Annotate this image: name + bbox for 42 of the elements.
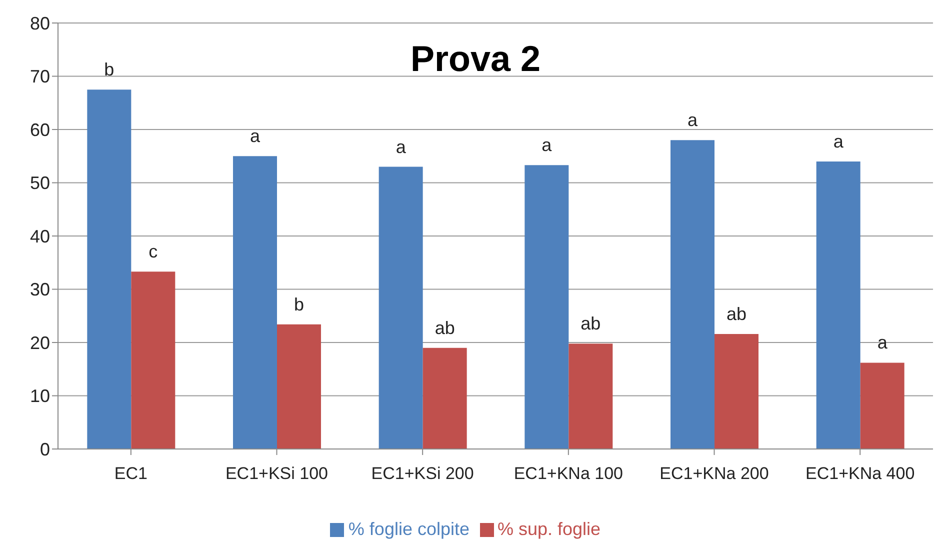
y-tick-label: 20 xyxy=(30,332,50,353)
data-label: c xyxy=(148,242,158,262)
y-tick-label: 50 xyxy=(30,173,50,194)
y-tick-label: 0 xyxy=(40,439,50,460)
x-tick-label: EC1+KNa 400 xyxy=(806,464,915,483)
bar xyxy=(568,344,613,449)
y-tick-label: 10 xyxy=(30,386,50,406)
data-label: a xyxy=(542,135,553,156)
data-label: ab xyxy=(580,314,601,334)
x-tick-label: EC1 xyxy=(114,464,148,483)
bar xyxy=(87,90,132,449)
bar xyxy=(860,362,904,449)
data-label: a xyxy=(833,131,844,152)
y-tick-label: 60 xyxy=(30,120,50,140)
bar xyxy=(670,140,714,449)
chart-title: Prova 2 xyxy=(410,38,541,79)
y-tick-label: 70 xyxy=(30,66,50,87)
bar xyxy=(714,334,758,449)
y-tick-label: 40 xyxy=(30,226,50,246)
x-tick-label: EC1+KNa 100 xyxy=(514,464,623,483)
bar xyxy=(378,166,423,449)
bar xyxy=(131,272,176,449)
legend-label: % sup. foglie xyxy=(498,519,601,539)
data-label: a xyxy=(687,110,698,130)
y-tick-label: 30 xyxy=(30,280,50,300)
bar xyxy=(233,156,277,449)
data-label: a xyxy=(250,126,261,146)
bar xyxy=(816,161,860,449)
bar xyxy=(277,324,321,449)
bar xyxy=(524,165,569,449)
data-label: a xyxy=(396,136,407,157)
x-tick-label: EC1+KSi 100 xyxy=(225,464,328,483)
data-label: b xyxy=(104,60,114,80)
data-label: b xyxy=(294,294,304,314)
x-tick-label: EC1+KSi 200 xyxy=(371,464,474,483)
bar xyxy=(422,348,467,449)
x-tick-label: EC1+KNa 200 xyxy=(660,464,769,483)
legend-label: % foglie colpite xyxy=(348,519,470,539)
data-label: ab xyxy=(726,304,747,324)
data-label: ab xyxy=(434,318,455,338)
y-tick-label: 80 xyxy=(30,13,50,34)
data-label: a xyxy=(877,332,888,353)
